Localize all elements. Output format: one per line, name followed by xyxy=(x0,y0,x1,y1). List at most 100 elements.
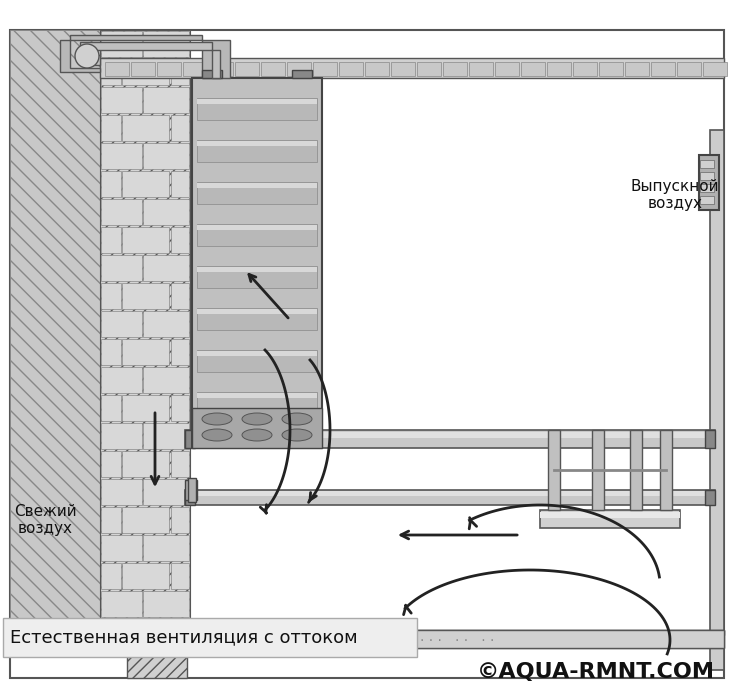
Bar xyxy=(122,283,169,309)
Bar xyxy=(197,99,317,104)
Ellipse shape xyxy=(242,413,272,425)
Bar xyxy=(197,267,317,272)
Bar xyxy=(171,283,189,309)
Bar xyxy=(122,451,169,477)
Bar xyxy=(185,432,715,438)
Bar xyxy=(192,78,322,448)
Bar xyxy=(703,62,727,76)
Bar xyxy=(171,451,189,477)
Bar xyxy=(171,59,189,85)
Bar xyxy=(705,430,715,448)
Bar xyxy=(171,507,189,533)
Bar xyxy=(197,393,317,398)
Bar xyxy=(547,62,571,76)
FancyBboxPatch shape xyxy=(3,618,417,657)
Text: Естественная вентиляция с оттоком: Естественная вентиляция с оттоком xyxy=(10,628,357,646)
Text: Выпускной
воздух: Выпускной воздух xyxy=(631,179,719,211)
Bar xyxy=(469,62,493,76)
Bar xyxy=(183,62,207,76)
Bar xyxy=(192,408,322,448)
Bar xyxy=(143,255,189,281)
Bar xyxy=(190,630,724,648)
Bar xyxy=(171,339,189,365)
Bar xyxy=(495,62,519,76)
Bar xyxy=(122,563,169,589)
Bar xyxy=(122,507,169,533)
Bar xyxy=(101,367,142,393)
Bar xyxy=(143,311,189,337)
Bar xyxy=(197,225,317,230)
Bar xyxy=(699,155,719,210)
Bar xyxy=(101,59,121,85)
Bar xyxy=(197,350,317,372)
Bar xyxy=(197,224,317,246)
Bar xyxy=(118,640,196,652)
Bar xyxy=(143,479,189,505)
Bar xyxy=(171,115,189,141)
Bar xyxy=(651,62,675,76)
Bar xyxy=(548,430,560,510)
Bar xyxy=(122,339,169,365)
Bar xyxy=(101,535,142,561)
Text: Свежий
воздух: Свежий воздух xyxy=(14,504,76,536)
Bar xyxy=(592,430,604,510)
Bar xyxy=(391,62,415,76)
Bar xyxy=(540,510,680,528)
Bar xyxy=(101,339,121,365)
Bar xyxy=(202,70,222,78)
Bar xyxy=(185,430,195,448)
Bar xyxy=(101,479,142,505)
Bar xyxy=(101,283,121,309)
Circle shape xyxy=(75,44,99,68)
Bar xyxy=(700,160,714,168)
Bar xyxy=(171,395,189,421)
Bar xyxy=(710,130,724,670)
Bar xyxy=(143,199,189,225)
Bar xyxy=(197,183,317,188)
Bar xyxy=(101,563,121,589)
Bar xyxy=(185,491,715,496)
Bar xyxy=(188,478,196,502)
Bar xyxy=(101,255,142,281)
Bar xyxy=(101,507,121,533)
Bar xyxy=(101,227,121,253)
Bar xyxy=(599,62,623,76)
Ellipse shape xyxy=(202,413,232,425)
Bar xyxy=(143,423,189,449)
Bar xyxy=(197,98,317,120)
Bar xyxy=(122,171,169,197)
Bar xyxy=(171,227,189,253)
Bar xyxy=(185,490,715,505)
Bar xyxy=(100,58,724,78)
Bar xyxy=(143,591,189,617)
Bar xyxy=(521,62,545,76)
Bar xyxy=(101,143,142,169)
Bar xyxy=(197,309,317,314)
Bar xyxy=(143,143,189,169)
Bar xyxy=(185,480,197,500)
Bar xyxy=(540,512,680,518)
Bar xyxy=(157,62,181,76)
Bar xyxy=(101,451,121,477)
Bar xyxy=(209,62,233,76)
Bar xyxy=(122,115,169,141)
Bar xyxy=(171,563,189,589)
Bar xyxy=(197,141,317,146)
Bar xyxy=(171,171,189,197)
Bar xyxy=(101,115,121,141)
Bar xyxy=(100,630,724,648)
Bar xyxy=(630,430,642,510)
Bar xyxy=(313,62,337,76)
Ellipse shape xyxy=(242,429,272,441)
Bar xyxy=(197,140,317,162)
Bar xyxy=(143,367,189,393)
Bar xyxy=(143,87,189,113)
Bar xyxy=(287,62,311,76)
Bar xyxy=(197,308,317,330)
Bar xyxy=(101,423,142,449)
Bar xyxy=(171,619,189,645)
Text: . . .   . .   . .: . . . . . . . xyxy=(420,630,495,644)
Bar xyxy=(105,62,129,76)
Bar xyxy=(185,430,715,448)
Bar xyxy=(235,62,259,76)
